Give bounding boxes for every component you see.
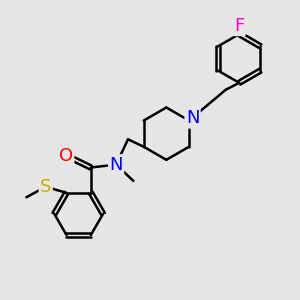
Text: O: O: [59, 147, 73, 165]
Text: N: N: [186, 109, 199, 127]
Text: S: S: [40, 178, 51, 196]
Text: N: N: [110, 156, 123, 174]
Text: F: F: [234, 17, 244, 35]
